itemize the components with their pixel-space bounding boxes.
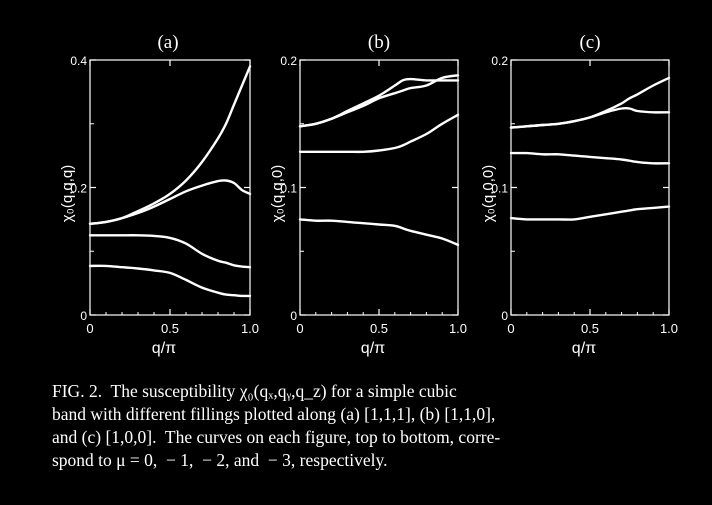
series-line-4 xyxy=(88,264,252,298)
y-axis-label: χ₀(q,0,0) xyxy=(480,165,497,222)
y-tick-label: 0 xyxy=(80,309,87,323)
series-line-1 xyxy=(298,77,460,128)
y-tick-label: 0 xyxy=(290,309,297,323)
series-line-3 xyxy=(88,234,252,269)
panel-label: (b) xyxy=(368,32,390,53)
panel-label: (a) xyxy=(157,32,178,53)
x-tick-label: 0 xyxy=(507,321,514,336)
x-axis-label: q/π xyxy=(361,340,385,357)
y-tick-label: 0 xyxy=(501,309,508,323)
x-axis-label: q/π xyxy=(152,340,176,357)
y-tick-label: 0.4 xyxy=(70,54,87,68)
x-tick-label: 0 xyxy=(296,321,303,336)
series-line-2 xyxy=(88,179,252,225)
panel-label: (c) xyxy=(579,32,600,53)
figure-panels: (a) 0 0.5 1.0 0 0.2 0.4 q/π χ₀(q,q,q) (b) 0 0.5 1.0 0… xyxy=(59,32,678,357)
x-tick-label: 0.5 xyxy=(370,321,388,336)
y-tick-label: 0.1 xyxy=(491,182,508,196)
y-tick-label: 0.1 xyxy=(280,182,297,196)
caption-line: band with different fillings plotted alo… xyxy=(52,404,496,424)
y-axis-label: χ₀(q,q,q) xyxy=(59,165,76,222)
y-tick-label: 0.2 xyxy=(491,54,508,68)
caption-line: and (c) [1,0,0]. The curves on each figu… xyxy=(52,427,501,447)
caption-line: spond to μ = 0, − 1, − 2, and − 3, respe… xyxy=(52,450,388,470)
x-tick-label: 0.5 xyxy=(581,321,599,336)
x-tick-label: 0.5 xyxy=(161,321,179,336)
x-axis-label: q/π xyxy=(572,340,596,357)
series-line-3 xyxy=(509,151,671,165)
y-tick-label: 0.2 xyxy=(280,54,297,68)
series-line-2 xyxy=(298,74,460,128)
series-line-4 xyxy=(298,218,460,247)
x-tick-label: 0 xyxy=(86,321,93,336)
plot-frame xyxy=(89,59,251,316)
y-axis-label: χ₀(q,q,0) xyxy=(269,165,286,222)
chart-panel-1: (a) 0 0.5 1.0 0 0.2 0.4 q/π χ₀(q,q,q) xyxy=(59,32,259,357)
x-tick-label: 1.0 xyxy=(660,321,678,336)
series-line-2 xyxy=(509,106,671,129)
series-line-4 xyxy=(509,205,671,221)
series-line-3 xyxy=(298,113,460,154)
chart-panel-3: (c) 0 0.5 1.0 0 0.1 0.2 q/π χ₀(q,0,0) xyxy=(480,32,678,357)
caption-line: FIG. 2. The susceptibility χ₀(qₓ,qᵧ,q_z)… xyxy=(52,381,457,401)
x-tick-label: 1.0 xyxy=(241,321,259,336)
series-line-1 xyxy=(509,76,671,129)
chart-panel-2: (b) 0 0.5 1.0 0 0.1 0.2 q/π χ₀(q,q,0) xyxy=(269,32,467,357)
plot-frame xyxy=(510,59,670,316)
y-tick-label: 0.2 xyxy=(70,182,87,196)
x-tick-label: 1.0 xyxy=(449,321,467,336)
